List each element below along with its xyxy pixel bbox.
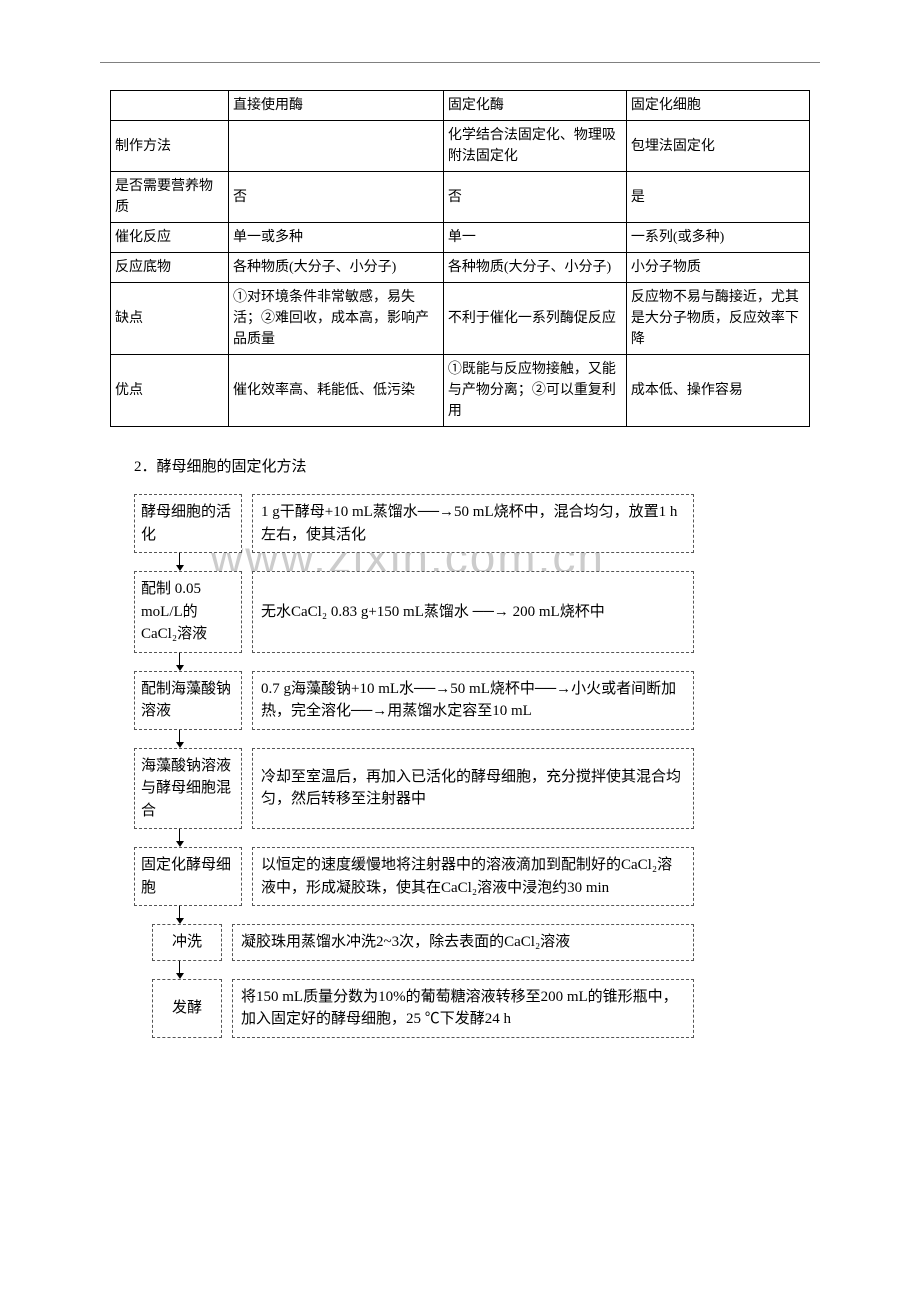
- cell: 单一或多种: [229, 223, 444, 253]
- cell: ①对环境条件非常敏感，易失活；②难回收，成本高，影响产品质量: [229, 283, 444, 355]
- cell: 否: [229, 172, 444, 223]
- flow-step-7: 发酵 将150 mL质量分数为10%的葡萄糖溶液转移至200 mL的锥形瓶中，加…: [134, 979, 694, 1038]
- cell: 小分子物质: [626, 253, 809, 283]
- table-row: 直接使用酶 固定化酶 固定化细胞: [111, 91, 810, 121]
- flow-step-1: 酵母细胞的活化 1 g干酵母+10 mL蒸馏水──→50 mL烧杯中，混合均匀，…: [134, 494, 694, 553]
- cell: 不利于催化一系列酶促反应: [443, 283, 626, 355]
- step-desc: 无水CaCl₂ 0.83 g+150 mL蒸馏水 ──→ 200 mL烧杯中: [252, 571, 694, 653]
- table-row: 反应底物 各种物质(大分子、小分子) 各种物质(大分子、小分子) 小分子物质: [111, 253, 810, 283]
- cell: 否: [443, 172, 626, 223]
- step-desc: 将150 mL质量分数为10%的葡萄糖溶液转移至200 mL的锥形瓶中，加入固定…: [232, 979, 694, 1038]
- flow-step-3: 配制海藻酸钠溶液 0.7 g海藻酸钠+10 mL水──→50 mL烧杯中──→小…: [134, 671, 694, 730]
- comparison-table: 直接使用酶 固定化酶 固定化细胞 制作方法 化学结合法固定化、物理吸附法固定化 …: [110, 90, 810, 427]
- step-label: 配制海藻酸钠溶液: [134, 671, 242, 730]
- section-2-heading: 2．酵母细胞的固定化方法: [134, 455, 810, 476]
- flow-step-6: 冲洗 凝胶珠用蒸馏水冲洗2~3次，除去表面的CaCl₂溶液: [134, 924, 694, 961]
- flow-step-5: 固定化酵母细胞 以恒定的速度缓慢地将注射器中的溶液滴加到配制好的CaCl₂溶液中…: [134, 847, 694, 906]
- cell: 是否需要营养物质: [111, 172, 229, 223]
- step-desc: 0.7 g海藻酸钠+10 mL水──→50 mL烧杯中──→小火或者间断加热，完…: [252, 671, 694, 730]
- step-desc: 冷却至室温后，再加入已活化的酵母细胞，充分搅拌使其混合均匀，然后转移至注射器中: [252, 748, 694, 830]
- table-row: 制作方法 化学结合法固定化、物理吸附法固定化 包埋法固定化: [111, 121, 810, 172]
- step-label: 酵母细胞的活化: [134, 494, 242, 553]
- cell: 优点: [111, 355, 229, 427]
- cell: 是: [626, 172, 809, 223]
- cell: 缺点: [111, 283, 229, 355]
- cell: 各种物质(大分子、小分子): [443, 253, 626, 283]
- cell: 各种物质(大分子、小分子): [229, 253, 444, 283]
- table-row: 优点 催化效率高、耗能低、低污染 ①既能与反应物接触，又能与产物分离；②可以重复…: [111, 355, 810, 427]
- arrow-down-icon: [179, 906, 180, 924]
- flow-step-2: 配制 0.05 moL/L的 CaCl₂溶液 无水CaCl₂ 0.83 g+15…: [134, 571, 694, 653]
- table-row: 是否需要营养物质 否 否 是: [111, 172, 810, 223]
- arrow-down-icon: [179, 553, 180, 571]
- arrow-down-icon: [179, 829, 180, 847]
- cell: 固定化酶: [443, 91, 626, 121]
- step-label: 发酵: [152, 979, 222, 1038]
- step-desc: 以恒定的速度缓慢地将注射器中的溶液滴加到配制好的CaCl₂溶液中，形成凝胶珠，使…: [252, 847, 694, 906]
- flow-step-4: 海藻酸钠溶液与酵母细胞混合 冷却至室温后，再加入已活化的酵母细胞，充分搅拌使其混…: [134, 748, 694, 830]
- arrow-down-icon: [179, 961, 180, 979]
- page-top-rule: [100, 62, 820, 63]
- step-desc: 1 g干酵母+10 mL蒸馏水──→50 mL烧杯中，混合均匀，放置1 h左右，…: [252, 494, 694, 553]
- cell: 包埋法固定化: [626, 121, 809, 172]
- cell: ①既能与反应物接触，又能与产物分离；②可以重复利用: [443, 355, 626, 427]
- cell: [229, 121, 444, 172]
- cell: 制作方法: [111, 121, 229, 172]
- cell: 催化效率高、耗能低、低污染: [229, 355, 444, 427]
- cell: 反应物不易与酶接近，尤其是大分子物质，反应效率下降: [626, 283, 809, 355]
- step-label: 冲洗: [152, 924, 222, 961]
- cell: 单一: [443, 223, 626, 253]
- flowchart: 酵母细胞的活化 1 g干酵母+10 mL蒸馏水──→50 mL烧杯中，混合均匀，…: [134, 494, 694, 1038]
- cell: 化学结合法固定化、物理吸附法固定化: [443, 121, 626, 172]
- cell: 成本低、操作容易: [626, 355, 809, 427]
- step-label: 海藻酸钠溶液与酵母细胞混合: [134, 748, 242, 830]
- step-label: 固定化酵母细胞: [134, 847, 242, 906]
- cell: [111, 91, 229, 121]
- cell: 催化反应: [111, 223, 229, 253]
- arrow-down-icon: [179, 730, 180, 748]
- table-row: 催化反应 单一或多种 单一 一系列(或多种): [111, 223, 810, 253]
- cell: 一系列(或多种): [626, 223, 809, 253]
- cell: 直接使用酶: [229, 91, 444, 121]
- cell: 固定化细胞: [626, 91, 809, 121]
- step-label: 配制 0.05 moL/L的 CaCl₂溶液: [134, 571, 242, 653]
- cell: 反应底物: [111, 253, 229, 283]
- arrow-down-icon: [179, 653, 180, 671]
- step-desc: 凝胶珠用蒸馏水冲洗2~3次，除去表面的CaCl₂溶液: [232, 924, 694, 961]
- table-row: 缺点 ①对环境条件非常敏感，易失活；②难回收，成本高，影响产品质量 不利于催化一…: [111, 283, 810, 355]
